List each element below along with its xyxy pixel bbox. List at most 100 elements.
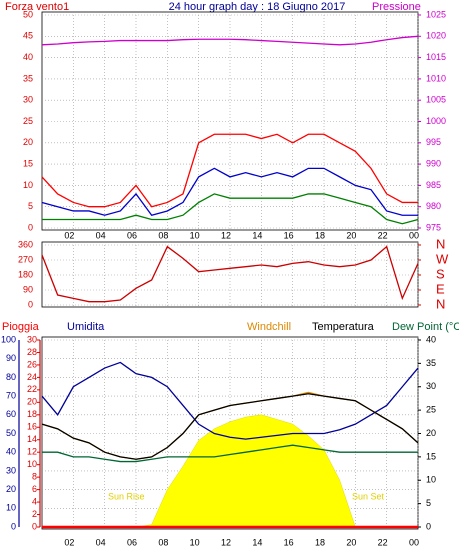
y-tick-label: 8 xyxy=(32,472,37,482)
series-line xyxy=(41,393,419,460)
legend-entry: Umidita xyxy=(67,321,105,333)
y-tick-label: 15 xyxy=(23,158,33,168)
y-tick-label: 50 xyxy=(23,9,33,19)
x-tick-label: 16 xyxy=(284,537,294,547)
y-tick-label: 14 xyxy=(27,434,37,444)
y-tick-label: 0 xyxy=(28,299,33,309)
y-tick-label: 90 xyxy=(23,284,33,294)
x-tick-label: 20 xyxy=(346,537,356,547)
y-tick-label: 25 xyxy=(426,405,436,415)
y-tick-label: 100 xyxy=(1,334,16,344)
legend-entry: Dew Point (°C xyxy=(392,321,459,333)
x-tick-label: 06 xyxy=(127,230,137,240)
series-line xyxy=(42,444,418,463)
x-tick-label: 04 xyxy=(96,230,106,240)
y-tick-label: 40 xyxy=(23,52,33,62)
y-tick-label: 35 xyxy=(426,358,436,368)
y-tick-label: 0 xyxy=(11,521,16,531)
y-tick-label: 985 xyxy=(426,180,441,190)
x-tick-label: 22 xyxy=(378,537,388,547)
y-tick-label: 15 xyxy=(426,451,436,461)
y-tick-label: 180 xyxy=(18,269,33,279)
y-tick-label: 1005 xyxy=(426,95,446,105)
x-tick-label: 08 xyxy=(158,230,168,240)
y-tick-label: 60 xyxy=(6,409,16,419)
y-tick-label: 1025 xyxy=(426,9,446,19)
y-tick-label: 4 xyxy=(32,496,37,506)
y-tick-label: 30 xyxy=(6,465,16,475)
y-tick-label: 2 xyxy=(32,509,37,519)
series-line xyxy=(41,167,418,216)
y-tick-label: 26 xyxy=(27,359,37,369)
y-tick-label: 10 xyxy=(27,459,37,469)
y-tick-label: 35 xyxy=(23,73,33,83)
y-tick-label: E xyxy=(436,281,445,296)
y-tick-label: 6 xyxy=(32,484,37,494)
y-tick-label: 90 xyxy=(6,353,16,363)
y-tick-label: 24 xyxy=(27,372,37,382)
legend-entry: Windchill xyxy=(247,321,291,333)
x-tick-label: 02 xyxy=(64,537,74,547)
y-tick-label: 0 xyxy=(426,521,431,531)
legend-entry: Pioggia xyxy=(2,321,40,333)
y-tick-label: 30 xyxy=(426,381,436,391)
y-tick-label: 975 xyxy=(426,222,441,232)
y-tick-label: 0 xyxy=(32,521,37,531)
y-tick-label: 1020 xyxy=(426,31,446,41)
x-tick-label: 04 xyxy=(96,537,106,547)
y-tick-label: W xyxy=(436,251,449,266)
series-line xyxy=(41,245,419,303)
x-tick-label: 12 xyxy=(221,537,231,547)
x-tick-label: 22 xyxy=(378,230,388,240)
y-tick-label: 25 xyxy=(23,116,33,126)
y-tick-label: S xyxy=(436,266,445,281)
x-tick-label: 00 xyxy=(409,230,419,240)
x-tick-label: 12 xyxy=(221,230,231,240)
annotation: Sun Set xyxy=(352,491,385,501)
y-tick-label: 995 xyxy=(426,137,441,147)
y-tick-label: 30 xyxy=(23,95,33,105)
y-tick-label: 1000 xyxy=(426,116,446,126)
y-tick-label: 45 xyxy=(23,31,33,41)
pressure-label: Pressione xyxy=(372,1,421,13)
x-tick-label: 08 xyxy=(158,537,168,547)
series-line xyxy=(42,193,419,225)
y-tick-label: 80 xyxy=(6,372,16,382)
y-tick-label: 16 xyxy=(27,422,37,432)
x-tick-label: 10 xyxy=(190,537,200,547)
y-tick-label: 5 xyxy=(28,201,33,211)
y-tick-label: 360 xyxy=(18,239,33,249)
legend-entry: Temperatura xyxy=(312,321,375,333)
y-tick-label: N xyxy=(436,296,445,311)
x-tick-label: 20 xyxy=(346,230,356,240)
y-tick-label: 70 xyxy=(6,390,16,400)
x-tick-label: 18 xyxy=(315,537,325,547)
y-tick-label: 40 xyxy=(426,334,436,344)
y-tick-label: 40 xyxy=(6,447,16,457)
y-tick-label: 5 xyxy=(426,498,431,508)
y-tick-label: 0 xyxy=(28,222,33,232)
series-line xyxy=(41,361,419,440)
series-line xyxy=(41,35,419,46)
x-tick-label: 06 xyxy=(127,537,137,547)
x-tick-label: 14 xyxy=(252,537,262,547)
y-tick-label: 20 xyxy=(27,397,37,407)
x-tick-label: 16 xyxy=(284,230,294,240)
y-tick-label: 12 xyxy=(27,447,37,457)
y-tick-label: 20 xyxy=(23,137,33,147)
x-tick-label: 10 xyxy=(190,230,200,240)
y-tick-label: N xyxy=(436,236,445,251)
x-tick-label: 02 xyxy=(64,230,74,240)
y-tick-label: 10 xyxy=(426,475,436,485)
y-tick-label: 270 xyxy=(18,254,33,264)
y-tick-label: 20 xyxy=(6,484,16,494)
y-tick-label: 28 xyxy=(27,347,37,357)
y-tick-label: 22 xyxy=(27,384,37,394)
y-tick-label: 20 xyxy=(426,428,436,438)
series-line xyxy=(41,133,418,208)
y-tick-label: 10 xyxy=(6,503,16,513)
annotation: Sun Rise xyxy=(108,491,145,501)
y-tick-label: 990 xyxy=(426,158,441,168)
x-tick-label: 00 xyxy=(409,537,419,547)
